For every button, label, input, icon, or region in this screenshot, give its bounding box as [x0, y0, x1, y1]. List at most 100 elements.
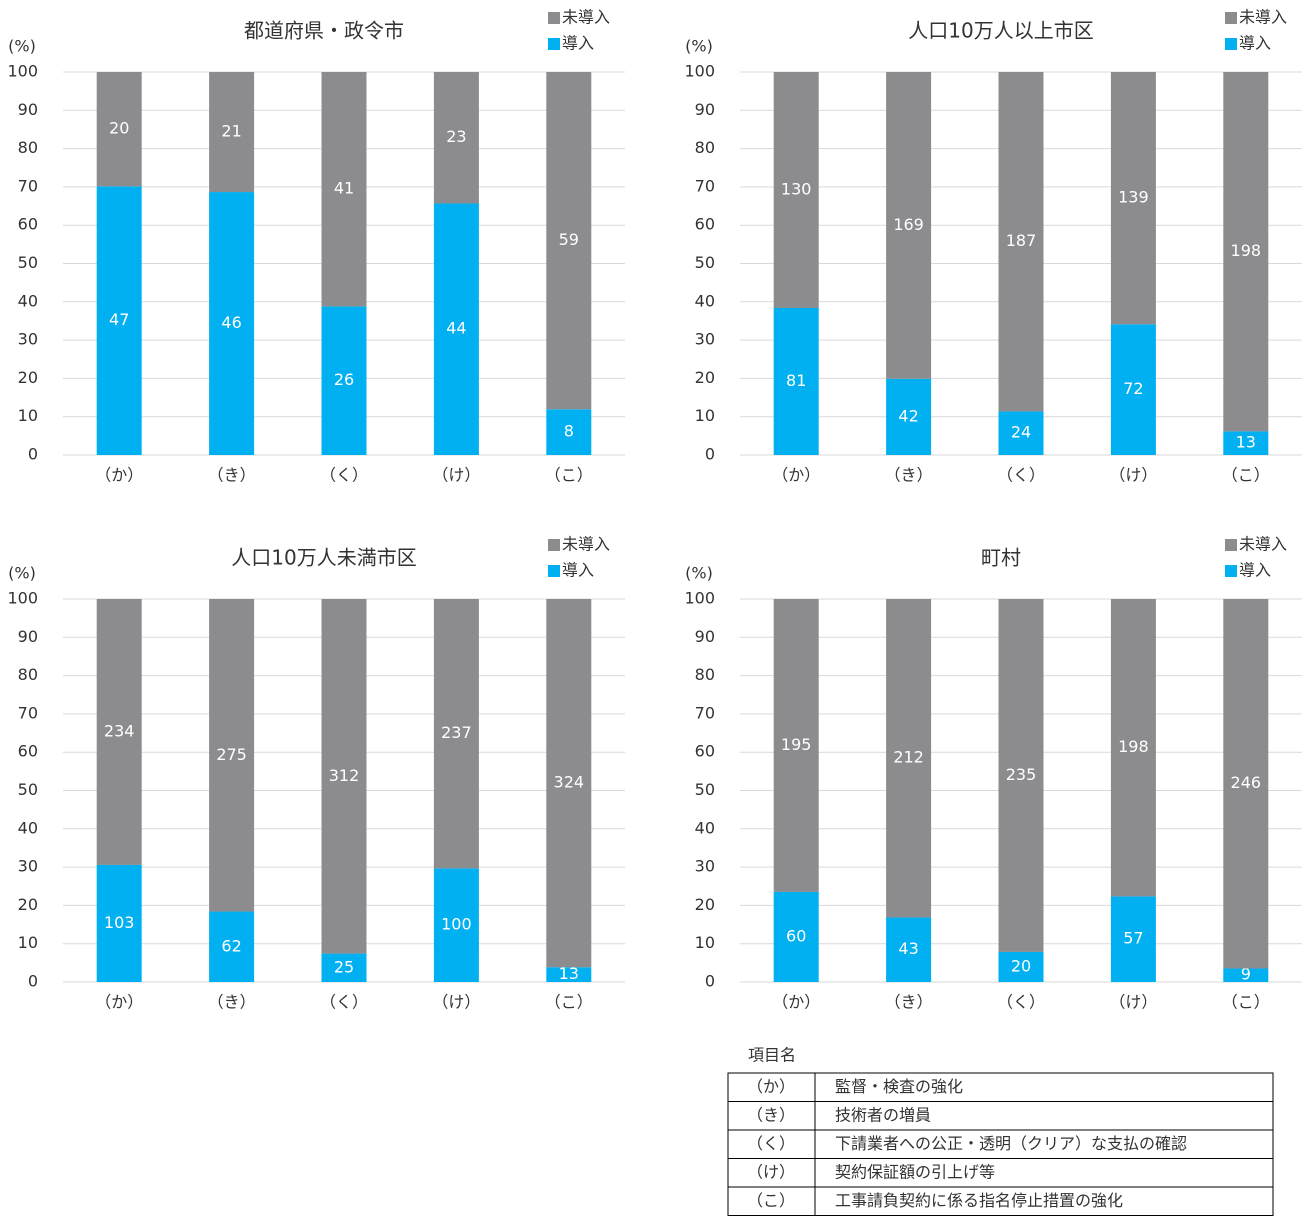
bar-segment	[998, 72, 1044, 412]
data-label: 59	[559, 230, 579, 249]
bar-segment	[773, 307, 819, 455]
data-label: 44	[446, 319, 466, 338]
y-tick-label: 80	[18, 138, 38, 157]
y-tick-label: 40	[18, 818, 38, 837]
y-tick-label: 90	[18, 100, 38, 119]
y-tick-label: 100	[7, 62, 38, 81]
y-tick-label: 60	[695, 742, 715, 761]
legend-swatch	[1225, 38, 1237, 50]
y-tick-label: 40	[695, 291, 715, 310]
y-tick-label: 80	[695, 665, 715, 684]
data-label: 81	[786, 371, 806, 390]
chart-title: 人口10万人未満市区	[231, 546, 416, 570]
y-tick-label: 70	[695, 176, 715, 195]
data-label: 139	[1118, 188, 1149, 207]
y-tick-label: 80	[695, 138, 715, 157]
data-label: 100	[441, 915, 472, 934]
bar-segment	[1110, 896, 1156, 982]
bar-segment	[546, 409, 592, 455]
y-tick-label: 10	[18, 933, 38, 952]
bar-segment	[1223, 968, 1269, 982]
table-cell: 工事請負契約に係る指名停止措置の強化	[835, 1191, 1123, 1210]
bar-segment	[998, 411, 1044, 455]
y-tick-label: 50	[18, 253, 38, 272]
data-label: 72	[1123, 379, 1143, 398]
data-label: 169	[893, 215, 924, 234]
legend-label: 導入	[1239, 34, 1271, 53]
bar-segment	[1110, 599, 1156, 897]
legend-label: 導入	[562, 561, 594, 580]
bar-segment	[998, 951, 1044, 982]
y-tick-label: 30	[18, 857, 38, 876]
chart-title: 町村	[981, 546, 1021, 570]
y-tick-label: 50	[695, 253, 715, 272]
bar-segment	[1110, 72, 1156, 325]
data-label: 130	[781, 179, 812, 198]
bar-segment	[96, 72, 142, 187]
x-tick-label: （け）	[1109, 993, 1157, 1012]
data-label: 43	[898, 939, 918, 958]
bar-segment	[886, 599, 932, 918]
data-label: 103	[104, 913, 135, 932]
table-cell: （き）	[747, 1106, 795, 1125]
bar-segment	[1110, 324, 1156, 455]
table-cell: 監督・検査の強化	[835, 1077, 963, 1096]
data-label: 195	[781, 735, 812, 754]
y-tick-label: 100	[684, 589, 715, 608]
data-label: 26	[334, 370, 354, 389]
bar-segment	[96, 186, 142, 455]
legend-swatch	[548, 12, 560, 24]
bar-segment	[209, 72, 255, 193]
y-tick-label: 0	[705, 972, 715, 991]
bar-segment	[886, 72, 932, 379]
y-tick-label: 60	[695, 215, 715, 234]
legend-swatch	[548, 539, 560, 551]
y-axis-label: (%)	[685, 564, 713, 583]
table-cell: 下請業者への公正・透明（クリア）な支払の確認	[835, 1134, 1187, 1153]
y-tick-label: 100	[684, 62, 715, 81]
bar-segment	[998, 599, 1044, 952]
data-label: 62	[221, 936, 241, 955]
y-tick-label: 70	[18, 176, 38, 195]
data-label: 46	[221, 313, 241, 332]
legend-swatch	[1225, 12, 1237, 24]
bar-segment	[209, 192, 255, 455]
y-tick-label: 30	[18, 330, 38, 349]
x-tick-label: （き）	[885, 993, 933, 1012]
y-tick-label: 90	[695, 100, 715, 119]
bar-segment	[546, 599, 592, 968]
table-title: 項目名	[748, 1046, 796, 1065]
x-tick-label: （か）	[95, 466, 143, 485]
data-label: 212	[893, 748, 924, 767]
data-label: 198	[1231, 241, 1262, 260]
x-tick-label: （か）	[772, 993, 820, 1012]
table-cell: （こ）	[747, 1191, 795, 1210]
x-tick-label: （き）	[208, 993, 256, 1012]
y-tick-label: 10	[695, 933, 715, 952]
bar-segment	[321, 953, 367, 982]
y-tick-label: 30	[695, 330, 715, 349]
bar-segment	[886, 378, 932, 455]
x-tick-label: （く）	[997, 993, 1045, 1012]
data-label: 23	[446, 127, 466, 146]
data-label: 237	[441, 723, 472, 742]
bar-segment	[321, 306, 367, 455]
data-label: 42	[898, 406, 918, 425]
bar-segment	[209, 599, 255, 912]
y-tick-label: 90	[18, 627, 38, 646]
data-label: 24	[1011, 423, 1031, 442]
legend-label: 導入	[562, 34, 594, 53]
x-tick-label: （こ）	[1222, 993, 1270, 1012]
x-tick-label: （こ）	[545, 466, 593, 485]
table-cell: 契約保証額の引上げ等	[835, 1163, 995, 1182]
legend-swatch	[548, 565, 560, 577]
bar-segment	[773, 891, 819, 982]
data-label: 20	[109, 119, 129, 138]
data-label: 187	[1006, 231, 1037, 250]
y-tick-label: 20	[695, 368, 715, 387]
y-tick-label: 60	[18, 742, 38, 761]
bar-segment	[546, 72, 592, 410]
y-tick-label: 90	[695, 627, 715, 646]
y-tick-label: 40	[695, 818, 715, 837]
